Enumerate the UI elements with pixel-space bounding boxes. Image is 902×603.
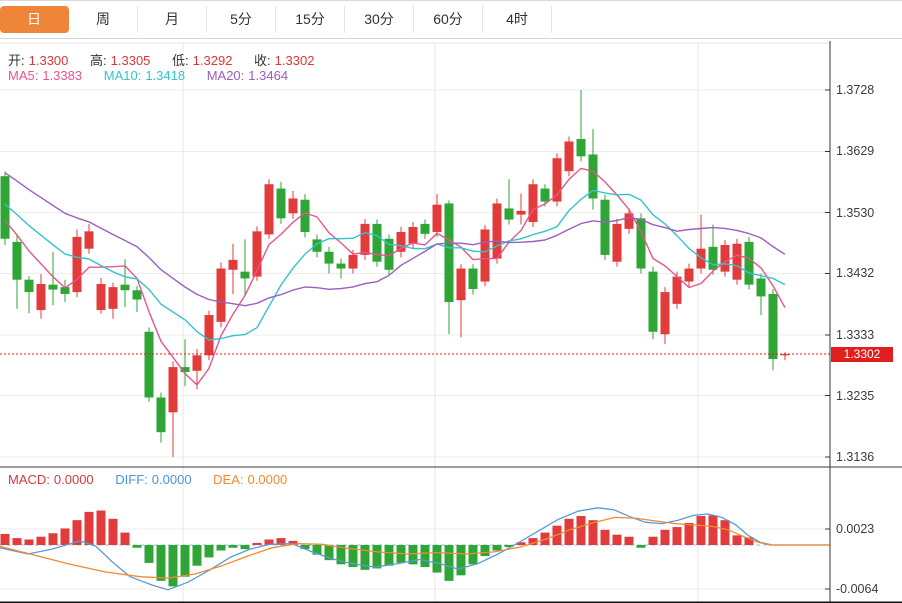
low-value: 1.3292: [192, 53, 233, 68]
open-label: 开:: [8, 53, 25, 68]
close-label: 收:: [254, 53, 271, 68]
macd-tick-label: 0.0023: [836, 522, 875, 537]
dea-label: DEA:: [213, 472, 244, 487]
gridlines: [0, 42, 830, 602]
ma10-label: MA10:: [103, 68, 142, 83]
ma-legend: MA5: 1.3383 MA10: 1.3418 MA20: 1.3464: [8, 68, 292, 83]
ohlc-legend: 开: 1.3300 高: 1.3305 低: 1.3292 收: 1.3302: [8, 50, 318, 69]
tab-5min[interactable]: 5分: [207, 6, 276, 33]
macd-value: 0.0000: [53, 472, 94, 487]
ma5-label: MA5:: [8, 68, 39, 83]
price-tick-label: 1.3629: [836, 144, 875, 159]
diff-value: 0.0000: [151, 472, 192, 487]
high-value: 1.3305: [110, 53, 151, 68]
ma20-label: MA20:: [206, 68, 245, 83]
macd-legend: MACD: 0.0000 DIFF: 0.0000 DEA: 0.0000: [8, 472, 291, 487]
tab-30min[interactable]: 30分: [345, 6, 414, 33]
price-axis: [0, 41, 902, 603]
macd-panel[interactable]: [0, 507, 830, 591]
current-price-badge: 1.3302: [831, 346, 893, 362]
timeframe-tabbar: 日 周 月 5分 15分 30分 60分 4时: [0, 1, 902, 39]
close-value: 1.3302: [274, 53, 315, 68]
macd-tick-label: -0.0064: [836, 582, 879, 597]
tab-daily[interactable]: 日: [0, 6, 69, 33]
tab-weekly[interactable]: 周: [69, 6, 138, 33]
price-tick-label: 1.3728: [836, 83, 875, 97]
diff-label: DIFF:: [115, 472, 148, 487]
candlestick-price-panel[interactable]: [0, 90, 830, 457]
dea-value: 0.0000: [247, 472, 288, 487]
price-tick-label: 1.3530: [836, 205, 875, 220]
high-label: 高:: [90, 53, 107, 68]
tab-4hour[interactable]: 4时: [483, 6, 552, 33]
ma10-value: 1.3418: [145, 68, 186, 83]
low-label: 低:: [172, 53, 189, 68]
price-tick-label: 1.3235: [836, 388, 875, 403]
price-tick-label: 1.3136: [836, 449, 875, 464]
tab-60min[interactable]: 60分: [414, 6, 483, 33]
open-value: 1.3300: [28, 53, 69, 68]
ma5-value: 1.3383: [42, 68, 83, 83]
macd-label: MACD:: [8, 472, 50, 487]
price-tick-label: 1.3432: [836, 266, 875, 281]
tab-monthly[interactable]: 月: [138, 6, 207, 33]
tab-15min[interactable]: 15分: [276, 6, 345, 33]
price-tick-label: 1.3333: [836, 327, 875, 342]
ma20-value: 1.3464: [248, 68, 289, 83]
